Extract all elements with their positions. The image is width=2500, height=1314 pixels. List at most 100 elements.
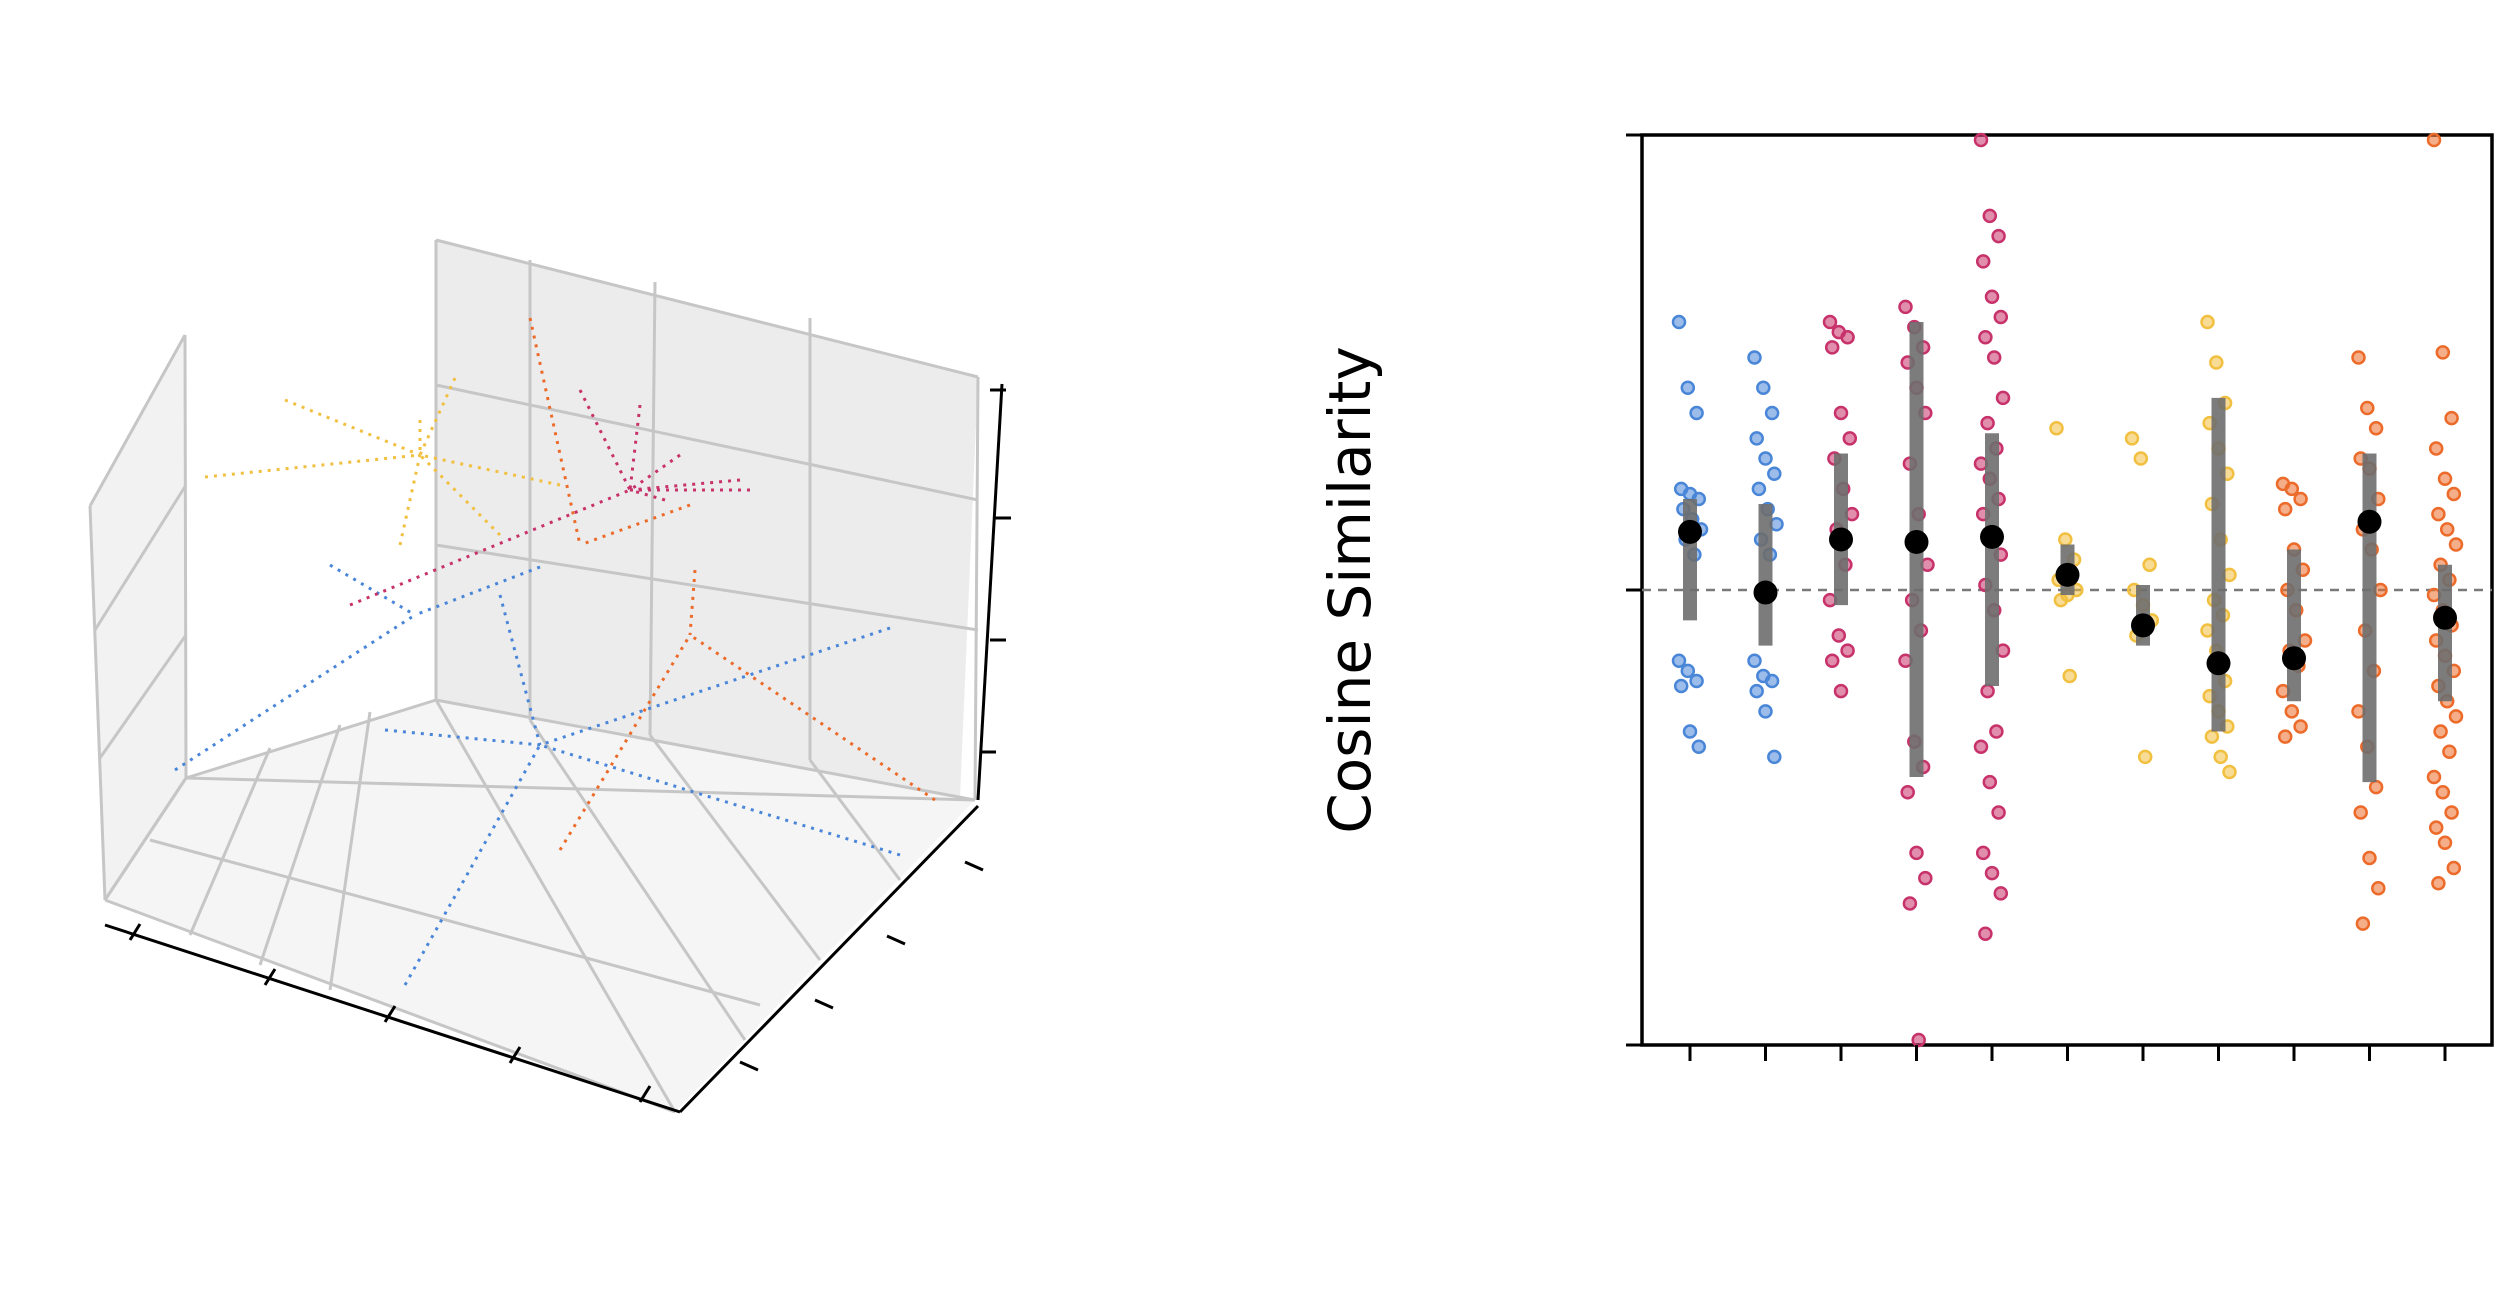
strip-point: [1756, 380, 1771, 396]
z-axis-line: [976, 383, 1004, 801]
strip-point: [2351, 350, 2366, 365]
strip-point: [1980, 415, 1995, 431]
grid-line: [185, 698, 437, 780]
strip-point: [1842, 431, 1858, 446]
grid-line: [648, 281, 657, 736]
strip-point: [1749, 431, 1764, 446]
strip-point: [1764, 405, 1780, 421]
grid-line: [434, 699, 677, 1113]
grid-line: [104, 898, 676, 1114]
strip-point: [1764, 673, 1780, 689]
grid-line: [435, 383, 979, 502]
connector-line: [528, 317, 582, 546]
strip-point: [1986, 350, 2002, 365]
connector-line: [629, 488, 666, 502]
strip-point: [1980, 683, 1995, 699]
x-tick-mark: [383, 1005, 397, 1023]
connector-line: [688, 569, 697, 636]
strip-point: [2200, 314, 2215, 330]
strip-point: [2362, 850, 2377, 866]
connector-line: [403, 744, 542, 986]
strip-point: [1991, 805, 2006, 820]
connector-line: [204, 453, 421, 479]
grid-line: [435, 238, 979, 379]
strip-point: [1822, 314, 1838, 330]
strip-point: [1689, 405, 1704, 421]
strip-point: [1758, 704, 1773, 719]
chart-3d-scatter: [88, 238, 1011, 1114]
mean-marker: [1753, 580, 1778, 605]
strip-point: [1984, 865, 2000, 881]
strip-point: [2431, 875, 2446, 891]
strip-point: [1900, 784, 1915, 800]
strip-point: [1840, 329, 1855, 345]
grid-line: [98, 634, 188, 759]
strip-point: [1973, 739, 1989, 754]
grid-line: [188, 747, 272, 936]
strip-point: [2284, 704, 2300, 719]
strip-point: [1673, 678, 1689, 694]
grid-line: [103, 777, 188, 901]
strip-point: [2371, 881, 2386, 896]
strip-point: [2360, 400, 2375, 416]
strip-point: [1991, 228, 2006, 244]
x-tick-mark: [263, 968, 277, 986]
strip-point: [2049, 420, 2064, 436]
strip-point: [1747, 350, 1762, 365]
mean-marker: [1678, 519, 1702, 544]
strip-point: [2426, 132, 2442, 148]
strip-point: [2426, 769, 2442, 785]
strip-point: [2124, 431, 2140, 446]
strip-point: [2433, 724, 2448, 739]
x-axis-ticks: [1688, 1045, 2447, 1061]
strip-point: [1833, 405, 1849, 421]
grid-line: [973, 376, 980, 801]
strip-point: [1911, 1032, 1926, 1048]
strip-point: [1680, 380, 1696, 396]
grid-line: [185, 776, 976, 802]
strip-point: [2204, 729, 2220, 744]
connector-line: [398, 454, 422, 546]
strip-point: [1749, 683, 1764, 699]
connector-line: [418, 453, 502, 537]
strip-point: [1767, 466, 1782, 481]
strip-point: [2213, 749, 2228, 765]
strip-point: [1824, 653, 1840, 669]
strip-point: [2277, 729, 2293, 744]
connector-line: [349, 488, 631, 607]
grid-line: [93, 484, 188, 631]
connector-line: [174, 613, 416, 772]
y-tick-mark: [886, 934, 906, 946]
strip-point: [1975, 254, 1991, 269]
x-tick-mark: [638, 1085, 652, 1103]
mean-marker: [2433, 605, 2457, 630]
strip-point: [2448, 537, 2464, 552]
pane-floor: [105, 700, 975, 1112]
strip-point: [2442, 744, 2457, 760]
grid-line: [258, 724, 342, 966]
strip-point: [2277, 501, 2293, 517]
strip-point: [1767, 749, 1782, 765]
strip-point: [1840, 643, 1855, 658]
strip-point: [2446, 860, 2462, 876]
pane-left: [90, 335, 186, 900]
strip-point: [1973, 132, 1989, 148]
strip-point: [2435, 784, 2451, 800]
strip-point: [2428, 441, 2444, 456]
grid-line: [328, 711, 372, 991]
grid-line: [808, 759, 902, 881]
strip-point: [2222, 764, 2237, 780]
mean-marker: [1829, 527, 1853, 552]
x-tick-mark: [128, 923, 142, 941]
grid-line: [435, 698, 976, 802]
mean-marker: [2131, 613, 2155, 638]
strip-point: [1831, 628, 1847, 643]
mean-marker: [2357, 509, 2382, 534]
strip-point: [2435, 345, 2451, 360]
strip-point: [1682, 724, 1698, 739]
connector-line: [579, 503, 691, 547]
strip-point: [1993, 886, 2009, 901]
y-tick-mark: [964, 860, 984, 872]
strip-point: [1689, 673, 1704, 689]
